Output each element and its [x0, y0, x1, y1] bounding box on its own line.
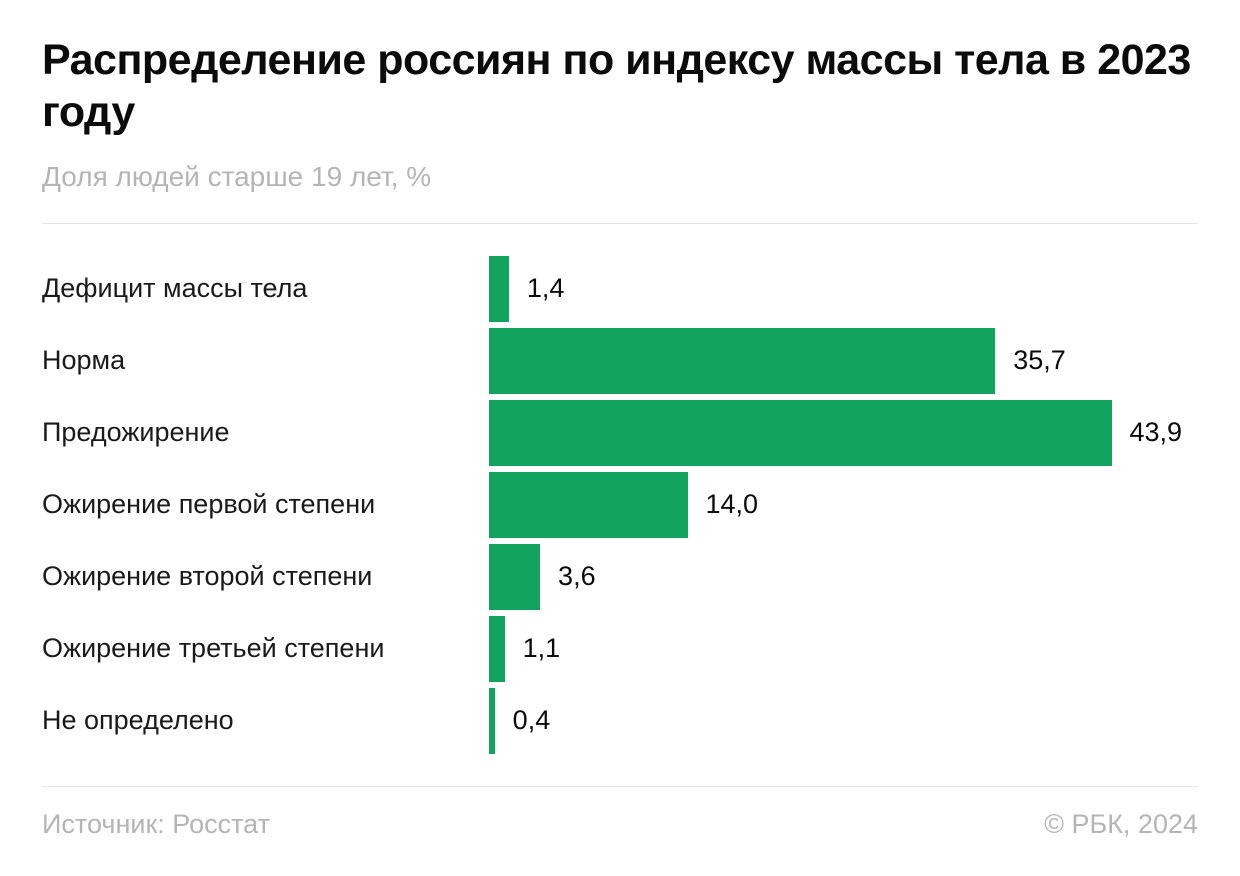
top-divider — [42, 222, 1198, 224]
category-label: Дефицит массы тела — [42, 273, 308, 304]
bottom-divider — [42, 785, 1198, 787]
value-label: 1,1 — [522, 633, 561, 664]
copyright-text: © РБК, 2024 — [1044, 808, 1198, 839]
value-label: 35,7 — [1013, 345, 1066, 376]
category-label: Предожирение — [42, 417, 230, 448]
value-label: 3,6 — [558, 561, 596, 592]
category-label: Ожирение третьей степени — [42, 633, 385, 664]
value-label: 43,9 — [1129, 417, 1183, 448]
value-label: 14,0 — [705, 489, 759, 520]
bar-area: 14,0 — [489, 471, 1198, 538]
category-label: Норма — [42, 345, 126, 376]
bar — [489, 399, 1112, 466]
chart-row: Не определено 0,4 — [42, 687, 1198, 754]
bar — [489, 255, 509, 322]
category-label: Не определено — [42, 705, 234, 736]
chart-row: Дефицит массы тела 1,4 — [42, 255, 1198, 322]
footer: Источник: Росстат © РБК, 2024 — [42, 809, 1198, 840]
chart-row: Ожирение третьей степени 1,1 — [42, 615, 1198, 682]
chart-row: Предожирение 43,9 — [42, 399, 1198, 466]
chart-row: Ожирение первой степени 14,0 — [42, 471, 1198, 538]
bar-area: 0,4 — [489, 687, 1198, 754]
bar — [489, 543, 541, 610]
value-label: 0,4 — [512, 705, 551, 736]
bar-area: 35,7 — [489, 327, 1198, 394]
source-text: Источник: Росстат — [42, 808, 270, 839]
category-label: Ожирение второй степени — [42, 561, 373, 592]
page-title: Распределение россиян по индексу массы т… — [42, 36, 1191, 137]
category-label: Ожирение первой степени — [42, 489, 376, 520]
bar — [489, 687, 495, 754]
bar-area: 1,1 — [489, 615, 1198, 682]
bar-area: 3,6 — [489, 543, 1198, 610]
chart-row: Ожирение второй степени 3,6 — [42, 543, 1198, 610]
value-label: 1,4 — [526, 273, 565, 304]
chart-row: Норма 35,7 — [42, 327, 1198, 394]
bar — [489, 471, 688, 538]
bar-area: 43,9 — [489, 399, 1198, 466]
bar — [489, 327, 996, 394]
bar-area: 1,4 — [489, 255, 1198, 322]
chart-subtitle: Доля людей старше 19 лет, % — [42, 160, 432, 192]
bar-chart: Дефицит массы тела 1,4 Норма 35,7 Предож… — [42, 255, 1198, 754]
bar — [489, 615, 505, 682]
